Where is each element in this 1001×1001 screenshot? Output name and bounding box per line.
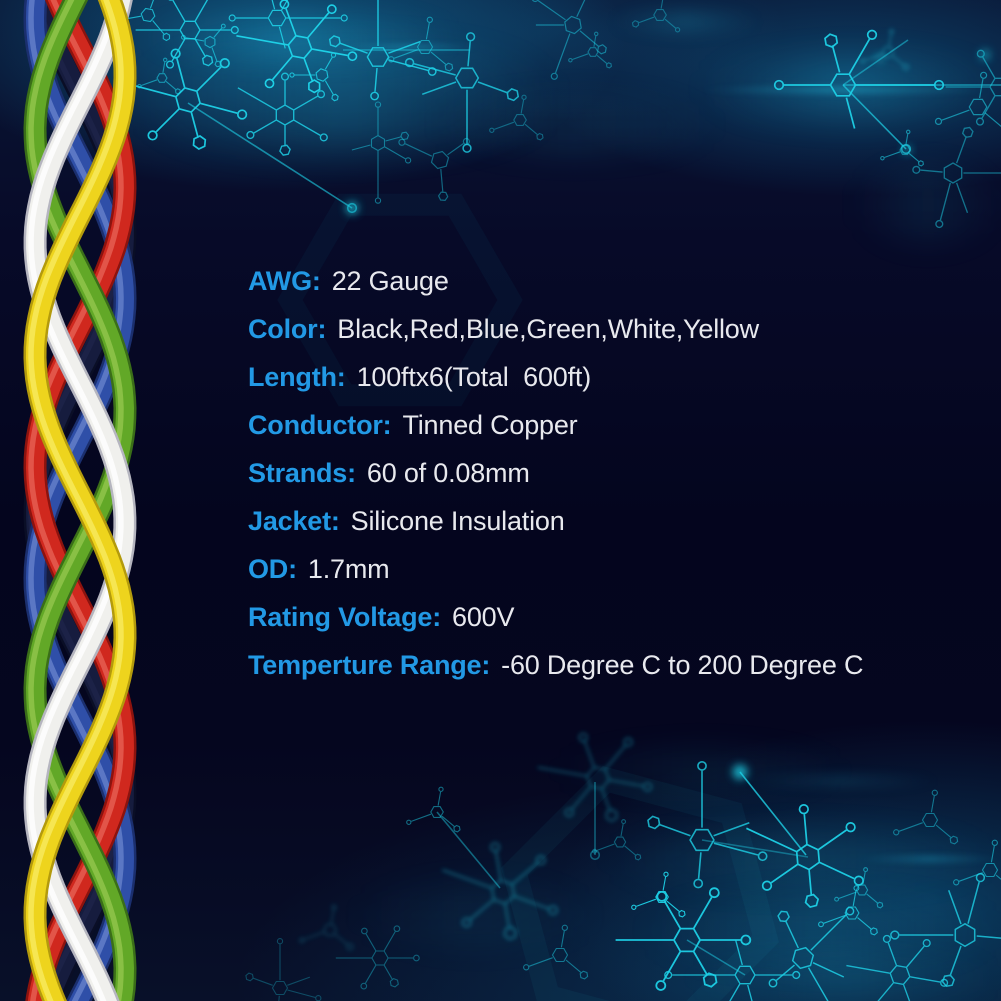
spec-label: Rating Voltage: <box>248 601 442 632</box>
spec-row: OD: 1.7mm <box>248 545 863 593</box>
light-streak <box>860 855 1001 863</box>
spec-label: AWG: <box>248 265 321 296</box>
spec-label: Temperture Range: <box>248 649 491 680</box>
light-streak <box>130 48 560 148</box>
spec-list: AWG: 22 Gauge Color: Black,Red,Blue,Gree… <box>248 257 863 689</box>
light-streak <box>340 44 480 50</box>
spec-label: Color: <box>248 313 327 344</box>
spec-row: Strands: 60 of 0.08mm <box>248 449 863 497</box>
spec-value: 100ftx6(Total 600ft) <box>356 361 592 392</box>
spec-label: Jacket: <box>248 505 340 536</box>
spec-label: Length: <box>248 361 346 392</box>
spec-row: Color: Black,Red,Blue,Green,White,Yellow <box>248 305 863 353</box>
wire-yellow <box>23 0 137 1001</box>
light-streak <box>610 12 760 32</box>
spec-label: OD: <box>248 553 297 584</box>
light-streak <box>430 95 720 155</box>
spec-value: Silicone Insulation <box>350 505 565 536</box>
light-streak <box>740 776 940 786</box>
light-streak <box>700 58 1001 118</box>
twisted-wire-photo <box>23 0 137 1001</box>
light-streak <box>640 898 1001 962</box>
light-streak <box>600 832 1001 886</box>
wire-green <box>23 0 137 1001</box>
spec-value: 22 Gauge <box>331 265 449 296</box>
spec-value: Tinned Copper <box>402 409 578 440</box>
spec-value: -60 Degree C to 200 Degree C <box>501 649 864 680</box>
spec-row: Length: 100ftx6(Total 600ft) <box>248 353 863 401</box>
spec-row: Conductor: Tinned Copper <box>248 401 863 449</box>
spec-row: AWG: 22 Gauge <box>248 257 863 305</box>
spec-value: Black,Red,Blue,Green,White,Yellow <box>337 313 759 344</box>
spec-value: 1.7mm <box>307 553 390 584</box>
spec-value: 600V <box>452 601 515 632</box>
spec-value: 60 of 0.08mm <box>366 457 530 488</box>
spec-label: Conductor: <box>248 409 392 440</box>
light-streak <box>855 170 1001 240</box>
spec-row: Temperture Range: -60 Degree C to 200 De… <box>248 641 863 689</box>
spec-row: Jacket: Silicone Insulation <box>248 497 863 545</box>
spec-row: Rating Voltage: 600V <box>248 593 863 641</box>
light-streak <box>700 86 990 94</box>
spec-label: Strands: <box>248 457 356 488</box>
